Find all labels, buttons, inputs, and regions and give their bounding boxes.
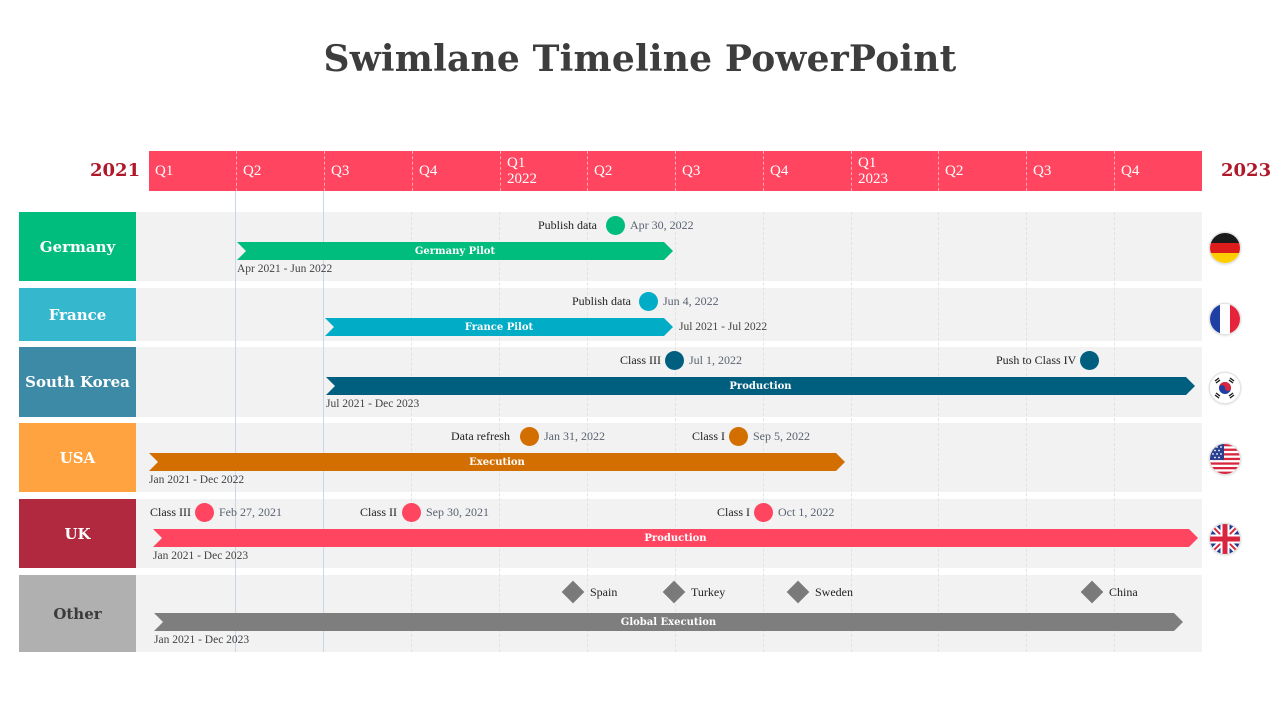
milestone-label: Publish data bbox=[538, 218, 597, 232]
france-flag-icon bbox=[1210, 304, 1240, 334]
milestone-date: Jun 4, 2022 bbox=[663, 294, 719, 308]
milestone-date: Oct 1, 2022 bbox=[778, 505, 835, 519]
milestone-label: Publish data bbox=[572, 294, 631, 308]
quarter-gridline bbox=[675, 212, 676, 652]
milestone-dot bbox=[1080, 351, 1099, 370]
quarter-cell: Q3 bbox=[675, 151, 763, 191]
milestone-label: Class I bbox=[717, 505, 750, 519]
lane-label-uk: UK bbox=[19, 499, 136, 568]
milestone-dot bbox=[520, 427, 539, 446]
quarter-gridline bbox=[763, 212, 764, 652]
lane-label-germany: Germany bbox=[19, 212, 136, 281]
south-korea-flag-icon bbox=[1210, 373, 1240, 403]
task-date-range: Jan 2021 - Dec 2023 bbox=[154, 634, 250, 646]
lane-label-france: France bbox=[19, 288, 136, 341]
lane-france-background bbox=[136, 288, 1202, 341]
quarter-cell: Q2 bbox=[236, 151, 324, 191]
task-date-range: Jan 2021 - Dec 2022 bbox=[149, 474, 245, 486]
task-bar-global-execution: Global Execution bbox=[154, 613, 1183, 631]
end-year-label: 2023 bbox=[1221, 160, 1272, 181]
milestone-label: China bbox=[1109, 585, 1138, 599]
quarter-cell: Q4 bbox=[763, 151, 851, 191]
quarter-cell: Q2 bbox=[587, 151, 675, 191]
milestone-dot bbox=[665, 351, 684, 370]
milestone-label: Spain bbox=[590, 585, 618, 599]
task-bar-production: Production bbox=[326, 377, 1195, 395]
milestone-dot bbox=[754, 503, 773, 522]
milestone-dot bbox=[639, 292, 658, 311]
milestone-dot bbox=[606, 216, 625, 235]
quarter-gridline bbox=[1026, 212, 1027, 652]
task-bar-execution: Execution bbox=[149, 453, 845, 471]
quarter-header-bar: Q1 Q2 Q3 Q4 Q1 2022 Q2 Q3 Q4 Q1 2023 Q2 Q3… bbox=[149, 151, 1202, 191]
lane-label-other: Other bbox=[19, 575, 136, 652]
quarter-gridline bbox=[851, 212, 852, 652]
milestone-label: Data refresh bbox=[451, 429, 510, 443]
milestone-date: Jan 31, 2022 bbox=[544, 429, 605, 443]
quarter-cell: Q1 2022 bbox=[500, 151, 587, 191]
task-date-range: Jul 2021 - Dec 2023 bbox=[326, 398, 420, 410]
milestone-date: Jul 1, 2022 bbox=[689, 353, 743, 367]
task-date-range: Jul 2021 - Jul 2022 bbox=[679, 321, 768, 333]
task-bar-production: Production bbox=[153, 529, 1198, 547]
lane-label-usa: USA bbox=[19, 423, 136, 492]
quarter-gridline bbox=[938, 212, 939, 652]
milestone-dot bbox=[402, 503, 421, 522]
milestone-date: Sep 5, 2022 bbox=[753, 429, 810, 443]
quarter-gridline bbox=[1114, 212, 1115, 652]
uk-flag-icon bbox=[1210, 524, 1240, 554]
milestone-dot bbox=[195, 503, 214, 522]
quarter-cell: Q4 bbox=[1114, 151, 1202, 191]
quarter-cell: Q2 bbox=[938, 151, 1026, 191]
milestone-label: Class II bbox=[360, 505, 397, 519]
milestone-label: Class I bbox=[692, 429, 725, 443]
quarter-gridline bbox=[499, 212, 500, 652]
task-date-range: Jan 2021 - Dec 2023 bbox=[153, 550, 249, 562]
quarter-cell: Q3 bbox=[1026, 151, 1114, 191]
usa-flag-icon bbox=[1210, 444, 1240, 474]
milestone-dot bbox=[729, 427, 748, 446]
milestone-label: Class III bbox=[620, 353, 661, 367]
quarter-gridline bbox=[587, 212, 588, 652]
milestone-date: Sep 30, 2021 bbox=[426, 505, 489, 519]
task-bar-france-pilot: France Pilot bbox=[325, 318, 673, 336]
slide-title: Swimlane Timeline PowerPoint bbox=[323, 38, 957, 80]
lane-label-south-korea: South Korea bbox=[19, 347, 136, 417]
germany-flag-icon bbox=[1210, 233, 1240, 263]
quarter-cell: Q3 bbox=[324, 151, 412, 191]
quarter-cell: Q4 bbox=[412, 151, 500, 191]
milestone-label: Sweden bbox=[815, 585, 853, 599]
milestone-date: Feb 27, 2021 bbox=[219, 505, 282, 519]
task-date-range: Apr 2021 - Jun 2022 bbox=[237, 263, 333, 275]
milestone-date: Apr 30, 2022 bbox=[630, 218, 694, 232]
milestone-label: Turkey bbox=[691, 585, 726, 599]
task-bar-germany-pilot: Germany Pilot bbox=[237, 242, 673, 260]
quarter-cell: Q1 2023 bbox=[851, 151, 938, 191]
start-year-label: 2021 bbox=[90, 160, 141, 181]
milestone-label: Class III bbox=[150, 505, 191, 519]
quarter-gridline bbox=[411, 212, 412, 652]
timeline-guide-line bbox=[235, 191, 236, 652]
milestone-label: Push to Class IV bbox=[996, 353, 1077, 367]
timeline-guide-line bbox=[323, 191, 324, 652]
quarter-cell: Q1 bbox=[155, 163, 174, 179]
